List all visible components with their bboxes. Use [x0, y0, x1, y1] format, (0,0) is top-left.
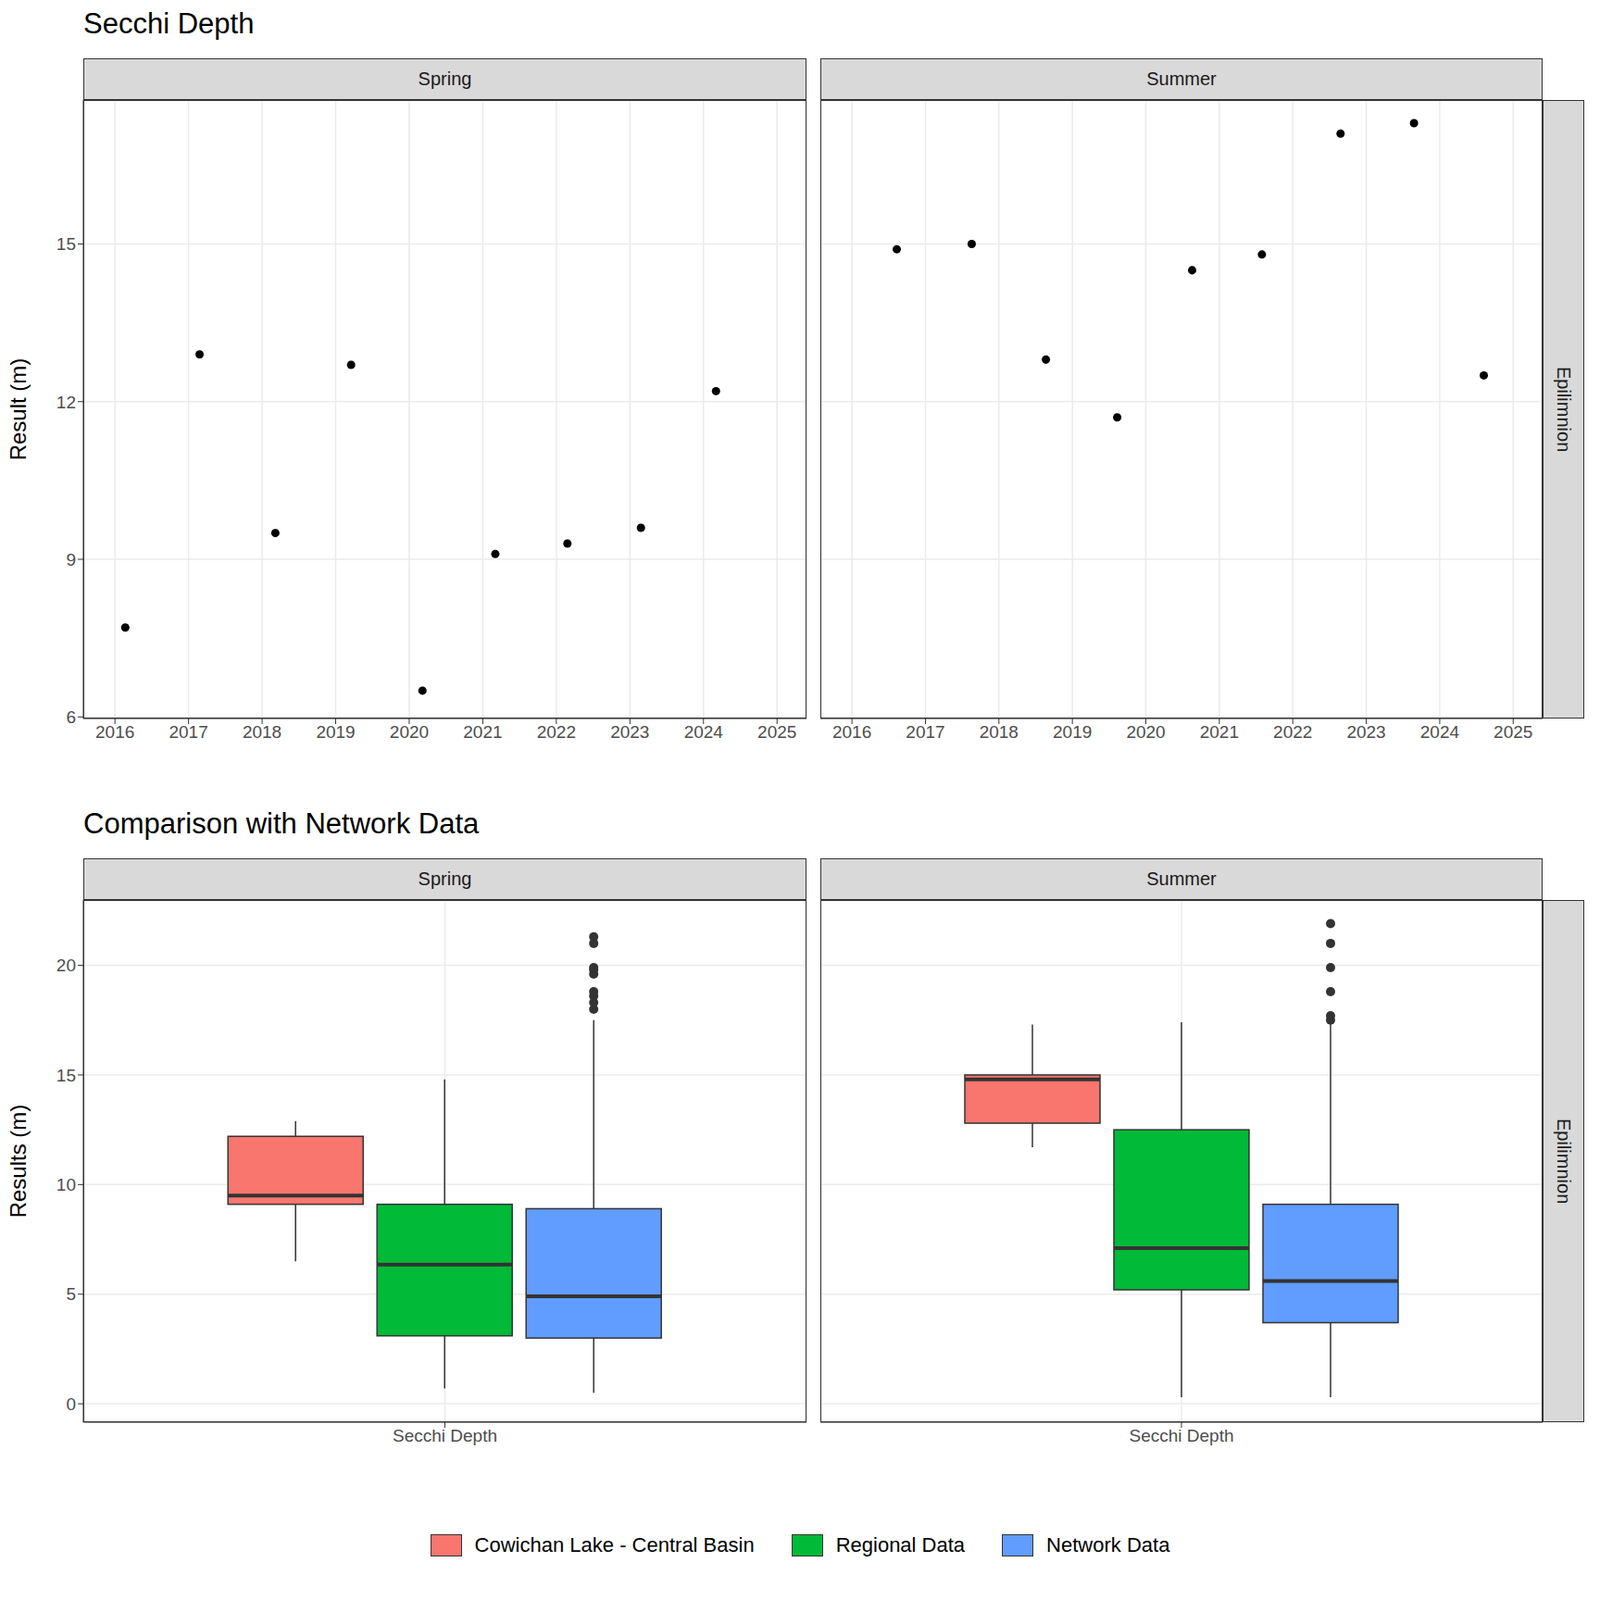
- svg-text:2025: 2025: [757, 722, 797, 742]
- svg-text:2021: 2021: [462, 722, 502, 742]
- html-text:Epilimnion: Epilimnion: [1553, 1118, 1575, 1204]
- svg-text:2018: 2018: [979, 722, 1019, 742]
- svg-text:2018: 2018: [242, 722, 282, 742]
- html-text:Summer: Summer: [1146, 68, 1217, 89]
- svg-text:2020: 2020: [1125, 722, 1165, 742]
- svg-text:12: 12: [56, 392, 76, 413]
- html-text:Secchi Depth: Secchi Depth: [83, 7, 255, 40]
- svg-text:10: 10: [56, 1175, 76, 1195]
- svg-text:6: 6: [65, 707, 76, 727]
- svg-text:2025: 2025: [1493, 722, 1533, 742]
- svg-text:2021: 2021: [1200, 722, 1239, 742]
- svg-text:2024: 2024: [684, 722, 725, 742]
- html-text:Comparison with Network Data: Comparison with Network Data: [83, 807, 479, 840]
- html-text:Network Data: Network Data: [1046, 1533, 1170, 1557]
- svg-text:5: 5: [65, 1284, 76, 1304]
- html-text:Spring: Spring: [418, 68, 472, 89]
- html-text:Summer: Summer: [1146, 868, 1217, 889]
- html-text:Regional Data: Regional Data: [835, 1533, 965, 1557]
- svg-text:Secchi Depth: Secchi Depth: [1128, 1425, 1234, 1446]
- svg-text:2017: 2017: [905, 722, 945, 742]
- svg-text:2019: 2019: [1052, 722, 1092, 742]
- svg-text:15: 15: [56, 234, 76, 254]
- svg-text:2020: 2020: [389, 722, 429, 742]
- svg-text:2024: 2024: [1420, 722, 1461, 742]
- svg-text:2022: 2022: [537, 722, 576, 742]
- svg-text:0: 0: [65, 1394, 76, 1414]
- html-text:Results (m): Results (m): [5, 1104, 31, 1218]
- html-text:Spring: Spring: [418, 868, 472, 889]
- svg-text:2023: 2023: [610, 722, 650, 742]
- html-text:Result (m): Result (m): [5, 358, 31, 461]
- html-text:Cowichan Lake - Central Basin: Cowichan Lake - Central Basin: [474, 1533, 755, 1557]
- svg-text:Secchi Depth: Secchi Depth: [392, 1425, 498, 1446]
- svg-text:2019: 2019: [315, 722, 355, 742]
- svg-text:2022: 2022: [1273, 722, 1313, 742]
- html-text:Epilimnion: Epilimnion: [1553, 366, 1575, 452]
- svg-text:15: 15: [56, 1065, 76, 1086]
- svg-text:20: 20: [56, 955, 76, 975]
- svg-text:9: 9: [65, 550, 76, 570]
- svg-text:2017: 2017: [168, 722, 208, 742]
- svg-text:2016: 2016: [832, 722, 872, 742]
- svg-text:2016: 2016: [95, 722, 135, 742]
- svg-text:2023: 2023: [1346, 722, 1386, 742]
